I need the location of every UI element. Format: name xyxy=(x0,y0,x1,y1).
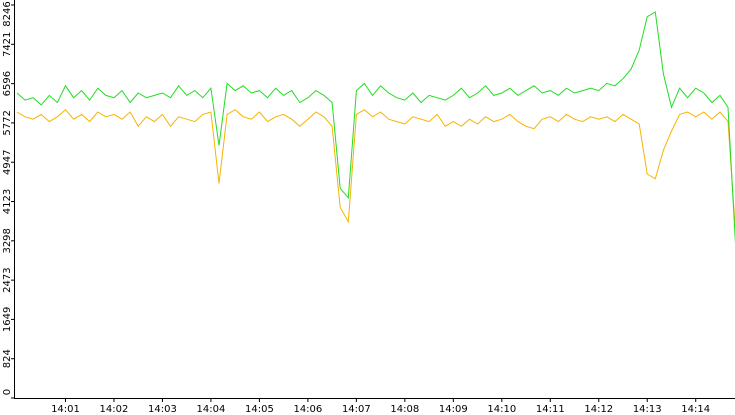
y-tick-label: 2473 xyxy=(2,267,13,292)
y-tick-label: 0 xyxy=(2,389,13,395)
x-tick-label: 14:03 xyxy=(148,404,177,415)
y-tick-label: 4947 xyxy=(2,150,13,175)
series-line xyxy=(16,11,735,245)
x-tick-label: 14:02 xyxy=(100,404,129,415)
x-tick-label: 14:09 xyxy=(439,404,468,415)
x-tick-label: 14:14 xyxy=(681,404,710,415)
y-tick-label: 4123 xyxy=(2,189,13,214)
y-tick-label: 3298 xyxy=(2,228,13,253)
x-tick-label: 14:08 xyxy=(390,404,419,415)
y-tick-label: 824 xyxy=(2,349,13,368)
y-tick-label: 7421 xyxy=(2,32,13,57)
series-line xyxy=(16,108,735,232)
x-tick-label: 14:10 xyxy=(487,404,516,415)
x-tick-label: 14:12 xyxy=(584,404,613,415)
y-tick-label: 6596 xyxy=(2,71,13,96)
x-tick-label: 14:04 xyxy=(197,404,226,415)
x-tick-label: 14:05 xyxy=(245,404,274,415)
x-tick-label: 14:07 xyxy=(342,404,371,415)
y-tick-label: 8246 xyxy=(2,1,13,26)
y-tick-label: 5772 xyxy=(2,110,13,135)
x-tick-label: 14:11 xyxy=(536,404,565,415)
x-tick-label: 14:01 xyxy=(51,404,80,415)
x-tick-label: 14:06 xyxy=(293,404,322,415)
y-tick-label: 1649 xyxy=(2,307,13,332)
x-tick-label: 14:13 xyxy=(633,404,662,415)
